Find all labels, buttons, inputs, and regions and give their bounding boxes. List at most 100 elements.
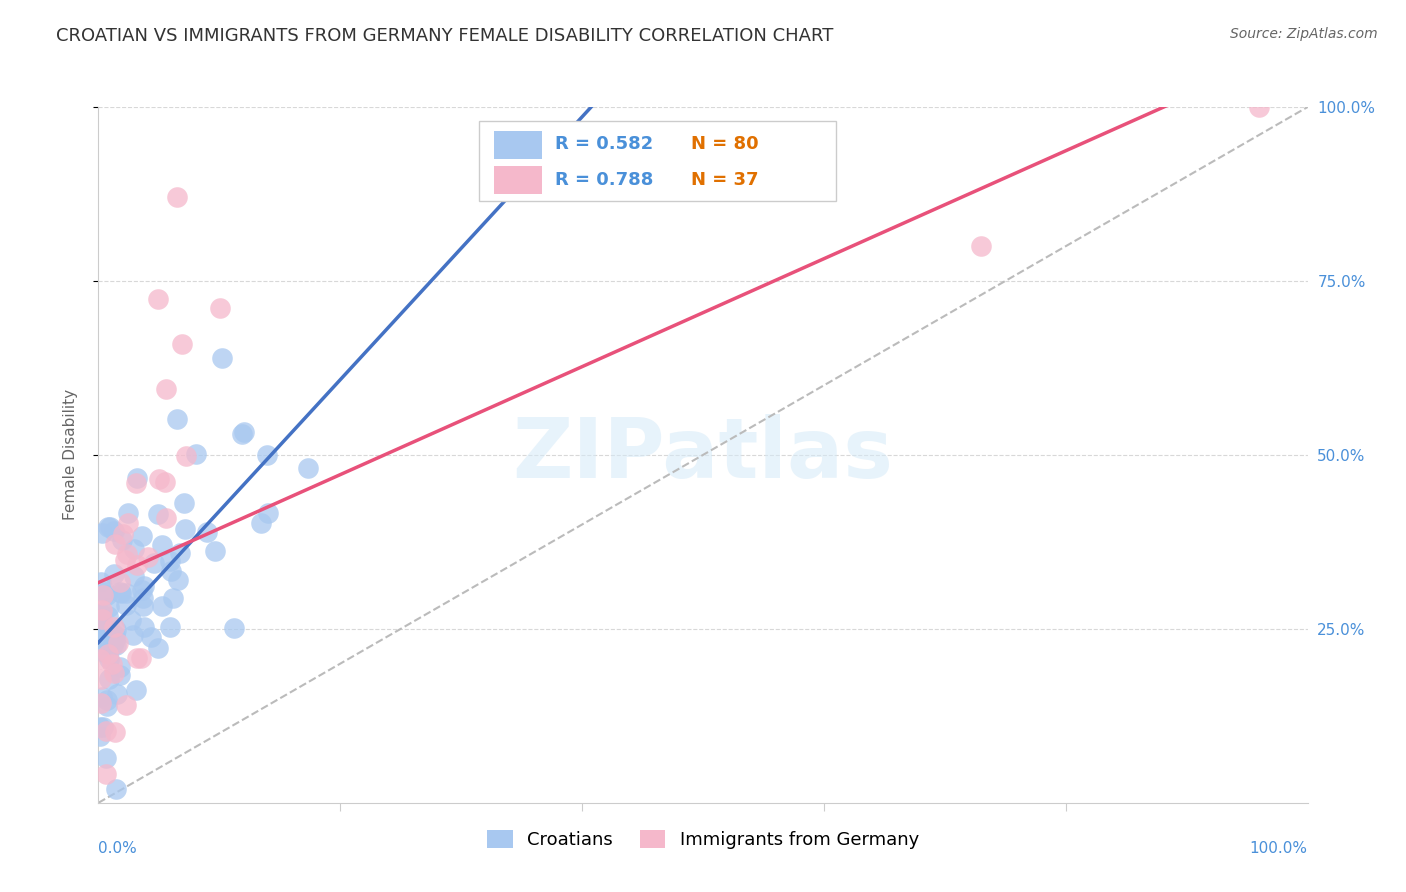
Text: N = 37: N = 37 <box>690 171 758 189</box>
Point <box>96 588 118 602</box>
Point <box>155 510 177 524</box>
Point <box>297 461 319 475</box>
Point <box>107 687 129 701</box>
Text: Source: ZipAtlas.com: Source: ZipAtlas.com <box>1230 27 1378 41</box>
Point <box>125 471 148 485</box>
Point <box>105 623 128 637</box>
Point <box>90 607 112 621</box>
Point <box>93 720 115 734</box>
Point <box>146 292 169 306</box>
Legend: Croatians, Immigrants from Germany: Croatians, Immigrants from Germany <box>479 823 927 856</box>
Point <box>174 449 197 463</box>
Point <box>104 638 127 652</box>
Point <box>89 606 111 620</box>
Point <box>97 647 120 661</box>
Point <box>110 574 132 589</box>
Point <box>90 574 112 589</box>
Point <box>132 620 155 634</box>
Point <box>101 638 124 652</box>
Point <box>150 599 173 613</box>
Point <box>166 190 188 204</box>
Point <box>91 588 114 602</box>
Point <box>97 623 120 637</box>
Point <box>111 533 134 547</box>
Point <box>122 569 145 583</box>
Point <box>90 602 112 616</box>
Point <box>104 633 127 648</box>
Point <box>94 585 117 599</box>
Point <box>169 546 191 560</box>
Point <box>167 573 190 587</box>
Point <box>125 476 148 491</box>
FancyBboxPatch shape <box>494 131 543 159</box>
Point <box>131 650 153 665</box>
Point <box>108 659 131 673</box>
Point <box>90 672 112 686</box>
Point <box>90 621 112 635</box>
Point <box>256 448 278 462</box>
Point <box>209 301 232 316</box>
Point <box>222 621 245 635</box>
Point <box>94 751 117 765</box>
Point <box>103 665 125 680</box>
Point <box>143 557 166 571</box>
Point <box>96 699 118 714</box>
Point <box>117 506 139 520</box>
Point <box>104 537 127 551</box>
Point <box>159 553 181 567</box>
Point <box>139 631 162 645</box>
Point <box>96 693 118 707</box>
Point <box>153 475 176 490</box>
Point <box>93 624 115 638</box>
Point <box>97 519 120 533</box>
Point <box>233 425 256 439</box>
Point <box>125 558 148 572</box>
Point <box>184 447 207 461</box>
Point <box>211 351 233 365</box>
Point <box>110 585 132 599</box>
Point <box>250 516 273 530</box>
Point <box>107 636 129 650</box>
Text: R = 0.582: R = 0.582 <box>555 135 654 153</box>
Point <box>121 613 143 627</box>
Point <box>100 657 122 671</box>
Point <box>114 553 136 567</box>
Point <box>91 638 114 652</box>
Point <box>124 541 146 556</box>
Point <box>103 566 125 581</box>
Point <box>89 729 111 743</box>
Text: CROATIAN VS IMMIGRANTS FROM GERMANY FEMALE DISABILITY CORRELATION CHART: CROATIAN VS IMMIGRANTS FROM GERMANY FEMA… <box>56 27 834 45</box>
Point <box>131 599 153 613</box>
Point <box>104 628 127 642</box>
Point <box>91 526 114 541</box>
Y-axis label: Female Disability: Female Disability <box>63 389 77 521</box>
Point <box>115 586 138 600</box>
Point <box>148 472 170 486</box>
Point <box>117 516 139 530</box>
Point <box>204 543 226 558</box>
Point <box>162 591 184 605</box>
FancyBboxPatch shape <box>479 121 837 201</box>
Point <box>90 696 112 710</box>
Point <box>146 640 169 655</box>
Point <box>94 766 117 780</box>
Point <box>114 598 136 612</box>
Point <box>104 725 127 739</box>
Point <box>134 579 156 593</box>
Point <box>104 781 127 796</box>
Point <box>98 600 121 615</box>
Point <box>96 724 118 739</box>
Point <box>125 683 148 698</box>
Point <box>150 538 173 552</box>
Point <box>166 412 188 426</box>
Point <box>231 426 253 441</box>
Text: N = 80: N = 80 <box>690 135 758 153</box>
Point <box>131 582 153 597</box>
Point <box>110 586 132 600</box>
Point <box>173 495 195 509</box>
Text: 0.0%: 0.0% <box>98 841 138 856</box>
Text: 100.0%: 100.0% <box>1250 841 1308 856</box>
Point <box>136 549 159 564</box>
Point <box>112 527 135 541</box>
Point <box>103 620 125 634</box>
